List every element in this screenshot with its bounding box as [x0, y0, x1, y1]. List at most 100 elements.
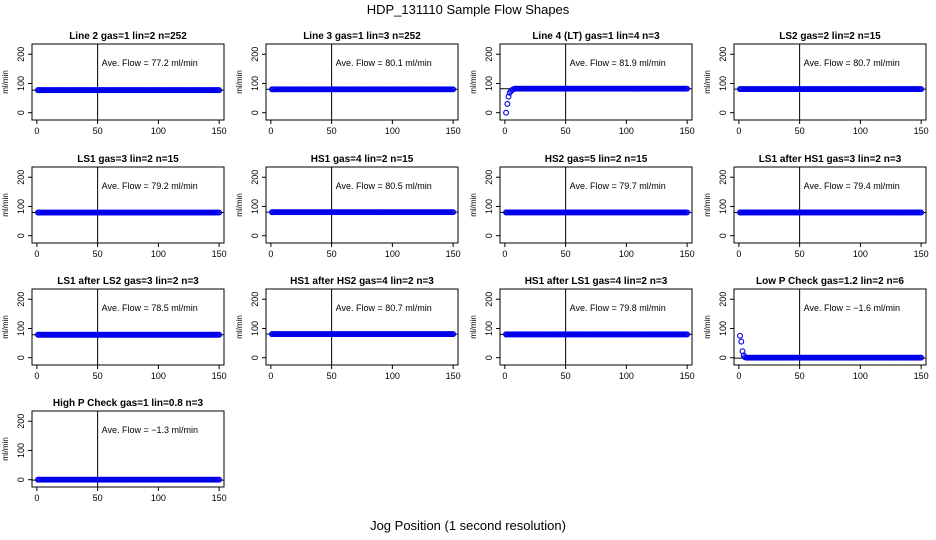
x-tick-label: 0 — [34, 371, 39, 381]
x-tick-label: 150 — [212, 249, 227, 259]
x-tick-label: 100 — [619, 371, 634, 381]
y-tick-label: 100 — [16, 321, 26, 336]
y-tick-label: 100 — [484, 321, 494, 336]
x-tick-label: 150 — [446, 126, 461, 136]
data-point — [738, 338, 745, 345]
y-axis-label: ml/min — [1, 193, 10, 217]
y-tick-label: 200 — [250, 47, 260, 62]
plot-box — [31, 410, 225, 488]
x-tick-label: 0 — [502, 371, 507, 381]
y-axis-label: ml/min — [235, 70, 244, 94]
plot-box — [733, 166, 927, 244]
x-tick-label: 150 — [680, 371, 695, 381]
y-tick-label: 0 — [718, 110, 728, 115]
plot-box — [31, 288, 225, 366]
y-tick-label: 0 — [484, 355, 494, 360]
y-axis-label: ml/min — [235, 193, 244, 217]
plot-box — [499, 166, 693, 244]
x-tick-label: 100 — [151, 126, 166, 136]
panel-7: HS2 gas=5 lin=2 n=15 0 50 100 150 0 100 200 ml/m… — [469, 154, 695, 259]
average-flow-annotation: Ave. Flow = 80.5 ml/min — [336, 181, 432, 191]
y-tick-label: 100 — [718, 321, 728, 336]
y-tick-label: 200 — [718, 292, 728, 307]
y-tick-label: 200 — [16, 47, 26, 62]
x-tick-label: 100 — [619, 126, 634, 136]
data-point — [216, 87, 223, 94]
panel-1: Line 2 gas=1 lin=2 n=252 0 50 100 150 0 100 200… — [1, 31, 227, 136]
plot-box — [265, 166, 459, 244]
panel-10: HS1 after HS2 gas=4 lin=2 n=3 0 50 100 150 0 1… — [235, 276, 461, 381]
data-point — [450, 86, 457, 93]
y-tick-label: 0 — [250, 355, 260, 360]
x-tick-label: 50 — [327, 126, 337, 136]
data-point — [684, 209, 691, 216]
y-axis-label: ml/min — [469, 70, 478, 94]
panel-title: LS2 gas=2 lin=2 n=15 — [779, 31, 881, 42]
plot-box — [733, 43, 927, 121]
x-tick-label: 50 — [93, 371, 103, 381]
y-tick-label: 100 — [484, 199, 494, 214]
y-axis-label: ml/min — [469, 193, 478, 217]
panel-title: Line 3 gas=1 lin=3 n=252 — [303, 31, 421, 42]
x-tick-label: 0 — [268, 371, 273, 381]
data-point — [918, 354, 925, 361]
data-point — [216, 209, 223, 216]
x-tick-label: 100 — [619, 249, 634, 259]
x-tick-label: 50 — [561, 126, 571, 136]
data-point — [450, 331, 457, 338]
panel-5: LS1 gas=3 lin=2 n=15 0 50 100 150 0 100 200 ml/m… — [1, 154, 227, 259]
y-tick-label: 200 — [16, 414, 26, 429]
y-tick-label: 0 — [484, 110, 494, 115]
panel-11: HS1 after LS1 gas=4 lin=2 n=3 0 50 100 150 0 1… — [469, 276, 695, 381]
y-tick-label: 200 — [16, 170, 26, 185]
x-tick-label: 0 — [34, 249, 39, 259]
panel-title: LS1 after LS2 gas=3 lin=2 n=3 — [57, 276, 199, 287]
y-axis-label: ml/min — [1, 437, 10, 461]
y-tick-label: 100 — [16, 443, 26, 458]
x-tick-label: 150 — [212, 371, 227, 381]
plot-box — [733, 288, 927, 366]
x-tick-label: 0 — [736, 126, 741, 136]
x-tick-label: 50 — [327, 371, 337, 381]
x-tick-label: 100 — [151, 493, 166, 503]
y-tick-label: 100 — [250, 199, 260, 214]
x-tick-label: 100 — [853, 249, 868, 259]
average-flow-annotation: Ave. Flow = 80.7 ml/min — [336, 303, 432, 313]
y-axis-label: ml/min — [469, 315, 478, 339]
panel-3: Line 4 (LT) gas=1 lin=4 n=3 0 50 100 150 0 100… — [469, 31, 695, 136]
y-tick-label: 0 — [16, 110, 26, 115]
panel-4: LS2 gas=2 lin=2 n=15 0 50 100 150 0 100 200 ml/m… — [703, 31, 929, 136]
plot-box — [499, 288, 693, 366]
y-tick-label: 0 — [718, 233, 728, 238]
x-tick-label: 50 — [795, 126, 805, 136]
y-tick-label: 0 — [250, 233, 260, 238]
x-tick-label: 0 — [268, 249, 273, 259]
figure-xlabel: Jog Position (1 second resolution) — [370, 518, 566, 533]
x-tick-label: 0 — [736, 249, 741, 259]
x-tick-label: 0 — [736, 371, 741, 381]
panel-title: HS1 after HS2 gas=4 lin=2 n=3 — [290, 276, 434, 287]
plot-box — [265, 288, 459, 366]
y-tick-label: 100 — [484, 76, 494, 91]
data-point — [684, 331, 691, 338]
panel-title: HS1 after LS1 gas=4 lin=2 n=3 — [525, 276, 668, 287]
panel-9: LS1 after LS2 gas=3 lin=2 n=3 0 50 100 150 0 1… — [1, 276, 227, 381]
x-tick-label: 0 — [268, 126, 273, 136]
y-tick-label: 200 — [250, 170, 260, 185]
y-tick-label: 200 — [484, 292, 494, 307]
panel-title: Line 2 gas=1 lin=2 n=252 — [69, 31, 187, 42]
x-tick-label: 50 — [93, 493, 103, 503]
x-tick-label: 50 — [795, 249, 805, 259]
y-tick-label: 200 — [16, 292, 26, 307]
data-point — [918, 86, 925, 93]
x-tick-label: 100 — [385, 249, 400, 259]
panel-12: Low P Check gas=1.2 lin=2 n=6 0 50 100 150 0 1… — [703, 276, 929, 381]
x-tick-label: 50 — [93, 249, 103, 259]
panel-title: LS1 gas=3 lin=2 n=15 — [77, 154, 179, 165]
x-tick-label: 100 — [853, 126, 868, 136]
panel-6: HS1 gas=4 lin=2 n=15 0 50 100 150 0 100 200 ml/m… — [235, 154, 461, 259]
y-tick-label: 0 — [718, 355, 728, 360]
average-flow-annotation: Ave. Flow = 79.7 ml/min — [570, 181, 666, 191]
x-tick-label: 100 — [151, 371, 166, 381]
